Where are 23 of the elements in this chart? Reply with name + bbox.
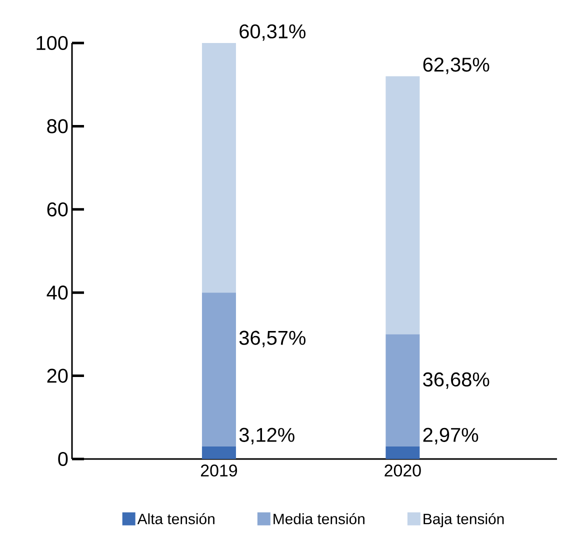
annotation: 60,31% [240, 24, 306, 41]
y-tick-label: 20 [47, 368, 68, 383]
x-tick-label: 2020 [384, 464, 421, 477]
legend-label: Media tensión [274, 513, 364, 524]
y-tick-label: 60 [47, 202, 68, 216]
bar [386, 446, 420, 459]
y-tick-label: 100 [36, 36, 68, 50]
legend-label: Baja tensión [424, 513, 504, 528]
annotation: 36,68% [423, 372, 490, 389]
annotation: 3,12% [239, 428, 294, 444]
bar [202, 446, 236, 459]
annotation: 36,57% [239, 330, 306, 348]
legend-label: Alta tensión [137, 513, 214, 524]
bar [386, 334, 420, 447]
y-tick-label: 0 [58, 452, 68, 466]
annotation: 2,97% [423, 428, 478, 444]
bar [202, 42, 236, 293]
bar [386, 76, 420, 334]
bar [202, 292, 236, 447]
x-tick-label: 2019 [200, 464, 238, 477]
y-tick-label: 40 [46, 286, 68, 300]
annotation: 62,35% [423, 58, 490, 74]
y-tick-label: 80 [47, 119, 68, 134]
